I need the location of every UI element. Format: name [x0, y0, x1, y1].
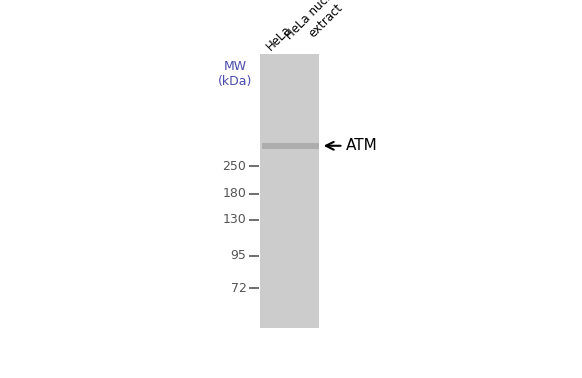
Text: MW: MW [223, 60, 247, 73]
Bar [260, 54, 318, 328]
Text: 130: 130 [223, 214, 246, 226]
Text: HeLa: HeLa [264, 22, 293, 53]
Text: 72: 72 [230, 282, 246, 295]
Text: 180: 180 [222, 187, 246, 200]
Text: 250: 250 [222, 160, 246, 173]
Text: HeLa nuclear
extract: HeLa nuclear extract [283, 0, 358, 53]
Bar [262, 143, 318, 149]
Text: (kDa): (kDa) [218, 74, 253, 88]
Text: 95: 95 [230, 249, 246, 262]
Text: ATM: ATM [346, 138, 377, 153]
